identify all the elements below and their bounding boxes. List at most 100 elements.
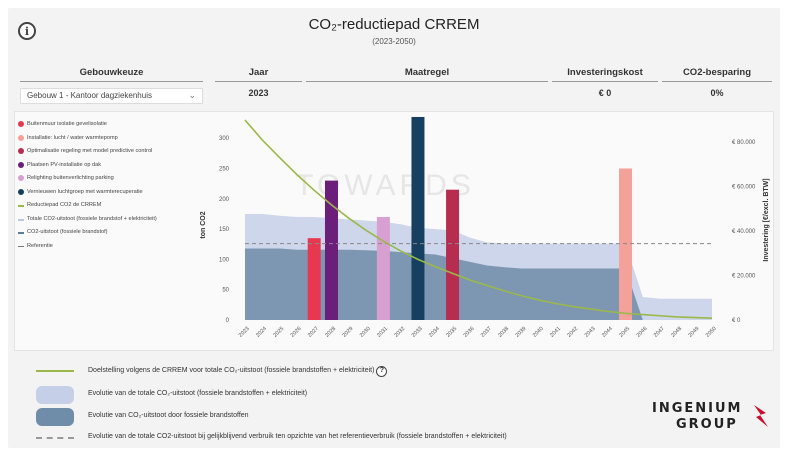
y-tick-left: 300 [219, 136, 230, 142]
chart-legend-item[interactable]: CO2-uitstoot (fossiele brandstof) [18, 227, 218, 241]
x-tick-label: 2044 [601, 326, 614, 339]
x-tick-label: 2023 [238, 326, 251, 339]
x-tick-label: 2028 [324, 326, 337, 339]
crrem-line-swatch [36, 370, 74, 372]
x-tick-label: 2026 [290, 326, 303, 339]
legend-total-label: Evolutie van de totale CO₂-uitstoot (fos… [88, 390, 308, 397]
chart-legend-item[interactable]: Vernieuwen luchtgroep met warmterecupera… [18, 187, 218, 201]
saving-value: 0% [710, 88, 724, 98]
x-tick-label: 2030 [359, 326, 372, 339]
header-jaar: Jaar [215, 67, 302, 82]
legend-swatch [18, 121, 24, 127]
chart-legend-item[interactable]: Referentie [18, 241, 218, 255]
x-tick-label: 2048 [670, 326, 683, 339]
x-tick-label: 2042 [566, 326, 579, 339]
legend-swatch [18, 175, 24, 181]
crrem-pathway-line [244, 119, 713, 319]
legend-label: CO2-uitstoot (fossiele brandstof) [27, 229, 108, 235]
y-tick-left: 150 [219, 227, 230, 233]
x-tick-label: 2024 [255, 326, 268, 339]
logo-line2: GROUP [676, 417, 738, 432]
x-tick-label: 2043 [584, 326, 597, 339]
legend-swatch [18, 232, 24, 234]
investment-bar [446, 189, 460, 320]
reference-dash-swatch [36, 437, 74, 439]
x-tick-label: 2038 [497, 326, 510, 339]
x-tick-label: 2050 [705, 326, 718, 339]
y-tick-right: € 40.000 [732, 229, 756, 235]
x-tick-label: 2036 [463, 326, 476, 339]
chart-legend-item[interactable]: Reductiepad CO2 de CRREM [18, 200, 218, 214]
investment-bar [376, 216, 390, 320]
legend-swatch [18, 134, 24, 141]
header-gebouwkeuze: Gebouwkeuze [20, 67, 203, 82]
legend-label: Relighting buitenverlichting parking [27, 175, 114, 181]
x-tick-label: 2035 [445, 326, 458, 339]
chart-legend-item[interactable]: Buitenmuur isolatie gevelisolatie [18, 119, 218, 133]
investment-bar [324, 180, 338, 320]
legend-fossil-label: Evolutie van CO₂-uitstoot door fossiele … [88, 412, 249, 419]
help-icon[interactable]: ? [376, 366, 388, 377]
y-tick-right: € 60.000 [732, 185, 756, 191]
y-tick-right: € 80.000 [732, 140, 756, 146]
legend-label: Installatie: lucht / water warmtepomp [27, 134, 118, 141]
legend-swatch [18, 148, 24, 154]
fossil-area-swatch [36, 408, 74, 426]
logo-mark-icon [754, 405, 768, 427]
x-tick-label: 2027 [307, 326, 320, 339]
legend-label: Plaatsen PV-installatie op dak [27, 161, 102, 168]
y-axis-label-left: ton CO2 [200, 211, 207, 238]
legend-label: Vernieuwen luchtgroep met warmterecupera… [27, 188, 143, 195]
investment-value: € 0 [598, 88, 612, 98]
building-select-value: Gebouw 1 - Kantoor dagziekenhuis [27, 91, 152, 100]
x-tick-label: 2049 [688, 326, 701, 339]
x-tick-label: 2032 [394, 326, 407, 339]
legend-reference-label: Evolutie van de totale CO2-uitstoot bij … [88, 433, 507, 440]
x-tick-label: 2041 [549, 326, 562, 339]
legend-label: Referentie [27, 242, 53, 249]
x-tick-label: 2045 [618, 326, 631, 339]
y-tick-left: 0 [226, 318, 230, 324]
header-investeringskost: Investeringskost [552, 67, 658, 82]
chart-legend-item[interactable]: Plaatsen PV-installatie op dak [18, 160, 218, 174]
x-tick-label: 2029 [342, 326, 355, 339]
header-co2-besparing: CO2-besparing [662, 67, 772, 82]
y-axis-label-right: Investering [€/excl. BTW] [763, 178, 770, 261]
legend-swatch [18, 188, 24, 195]
x-tick-label: 2025 [272, 326, 285, 339]
chart-watermark: TOWARDS [295, 169, 475, 202]
legend-swatch [18, 218, 24, 221]
chart-legend-item[interactable]: Totale CO2-uitstoot (fossiele brandstof … [18, 214, 218, 228]
legend-label: Optimalisatie regeling met model predict… [27, 148, 153, 154]
y-tick-left: 100 [219, 257, 230, 263]
investment-bar [411, 116, 425, 320]
x-tick-label: 2039 [515, 326, 528, 339]
investment-bar [307, 238, 321, 320]
investment-bar [619, 168, 633, 320]
y-tick-right: € 0 [732, 318, 741, 324]
chart-legend-item[interactable]: Optimalisatie regeling met model predict… [18, 146, 218, 160]
legend-row-fossil: Evolutie van CO₂-uitstoot door fossiele … [36, 408, 596, 426]
fossil-emission-area [245, 248, 712, 320]
x-tick-label: 2040 [532, 326, 545, 339]
legend-row-crrem: Doelstelling volgens de CRREM voor total… [36, 366, 596, 378]
legend-label: Reductiepad CO2 de CRREM [27, 202, 102, 208]
logo-line1: INGENIUM [652, 401, 743, 416]
chart-legend: Buitenmuur isolatie gevelisolatie Install… [18, 119, 218, 254]
legend-row-total: Evolutie van de totale CO₂-uitstoot (fos… [36, 386, 596, 404]
chart-legend-item[interactable]: Relighting buitenverlichting parking [18, 173, 218, 187]
page-title: CO₂-reductiepad CRREM [308, 16, 480, 33]
y-tick-left: 250 [219, 166, 230, 172]
y-tick-left: 50 [222, 288, 229, 294]
x-tick-label: 2034 [428, 326, 441, 339]
chart-legend-item[interactable]: Installatie: lucht / water warmtepomp [18, 133, 218, 147]
x-tick-label: 2031 [376, 326, 389, 339]
year-value: 2023 [248, 88, 269, 98]
x-tick-label: 2047 [653, 326, 666, 339]
info-icon[interactable]: i [18, 22, 36, 40]
building-select[interactable]: Gebouw 1 - Kantoor dagziekenhuis ⌄ [20, 88, 203, 104]
header-maatregel: Maatregel [306, 67, 548, 82]
total-area-swatch [36, 386, 74, 404]
legend-label: Totale CO2-uitstoot (fossiele brandstof … [27, 215, 157, 222]
